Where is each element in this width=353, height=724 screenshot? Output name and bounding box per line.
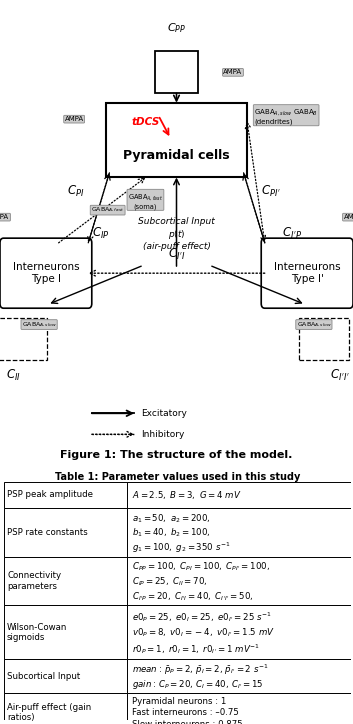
Bar	[4, 659, 127, 693]
Text: Interneurons
Type I': Interneurons Type I'	[274, 262, 340, 284]
Text: $e0_P = 25,\ e0_I = 25,\ e0_{I'} = 25\ s^{-1}$: $e0_P = 25,\ e0_I = 25,\ e0_{I'} = 25\ s…	[132, 610, 272, 624]
Text: PSP peak amplitude: PSP peak amplitude	[7, 490, 93, 500]
Text: Pyramidal cells: Pyramidal cells	[123, 148, 230, 161]
Text: $C_{PP}$: $C_{PP}$	[167, 21, 186, 35]
Text: $C_{I'P} = 20,\ C_{I'I} = 40,\ C_{I'I'} = 50,$: $C_{I'P} = 20,\ C_{I'I} = 40,\ C_{I'I'} …	[132, 590, 254, 603]
Text: AMPA: AMPA	[0, 214, 10, 220]
Text: Table 1: Parameter values used in this study: Table 1: Parameter values used in this s…	[55, 472, 300, 482]
Bar	[106, 103, 247, 177]
Bar	[127, 605, 351, 659]
Bar	[127, 482, 351, 508]
Text: GABA$_{A,slow}$: GABA$_{A,slow}$	[22, 321, 56, 329]
Text: $a_1 = 50,\ a_2 = 200,$: $a_1 = 50,\ a_2 = 200,$	[132, 512, 211, 525]
Text: AMPA: AMPA	[343, 214, 353, 220]
Text: tDCS: tDCS	[131, 117, 160, 127]
Text: $C_{I'I}$: $C_{I'I}$	[168, 246, 185, 261]
Text: Subcortical Input
$p(t)$
(air-puff effect): Subcortical Input $p(t)$ (air-puff effec…	[138, 217, 215, 251]
Text: GABA$_{A,slow}$: GABA$_{A,slow}$	[297, 321, 331, 329]
Text: Excitatory: Excitatory	[141, 409, 187, 418]
Text: Wilson-Cowan
sigmoids: Wilson-Cowan sigmoids	[7, 623, 67, 642]
Text: Figure 1: The structure of the model.: Figure 1: The structure of the model.	[60, 450, 293, 460]
Bar	[127, 693, 351, 724]
Text: $g_1 = 100,\ g_2 = 350\ s^{-1}$: $g_1 = 100,\ g_2 = 350\ s^{-1}$	[132, 541, 231, 555]
Bar	[127, 557, 351, 605]
Text: $C_{IP} = 25,\ C_{II} = 70,$: $C_{IP} = 25,\ C_{II} = 70,$	[132, 576, 208, 588]
Text: PSP rate constants: PSP rate constants	[7, 528, 88, 537]
Bar	[4, 557, 127, 605]
Bar	[4, 482, 127, 508]
Text: Subcortical Input: Subcortical Input	[7, 672, 80, 681]
FancyBboxPatch shape	[0, 238, 92, 308]
Text: $C_{PI}$: $C_{PI}$	[67, 184, 85, 199]
Text: Pyramidal neurons : 1: Pyramidal neurons : 1	[132, 696, 227, 706]
Text: $mean:\,\bar{p}_P = 2,\,\bar{p}_I = 2,\,\bar{p}_{I'} = 2\ s^{-1}$: $mean:\,\bar{p}_P = 2,\,\bar{p}_I = 2,\,…	[132, 662, 269, 677]
Text: $C_{IP}$: $C_{IP}$	[92, 226, 109, 241]
Text: $v0_P = 8,\ v0_I = -4,\ v0_{I'} = 1.5\ mV$: $v0_P = 8,\ v0_I = -4,\ v0_{I'} = 1.5\ m…	[132, 627, 275, 639]
Text: GABA$_{A,slow}$ GABA$_B$
(dendrites): GABA$_{A,slow}$ GABA$_B$ (dendrites)	[254, 107, 318, 125]
Text: Air-puff effect (gain
ratios): Air-puff effect (gain ratios)	[7, 702, 91, 722]
Text: AMPA: AMPA	[65, 116, 84, 122]
Bar	[4, 693, 127, 724]
Text: $A = 2.5,\ B = 3,\ G = 4\ mV$: $A = 2.5,\ B = 3,\ G = 4\ mV$	[132, 489, 242, 501]
Text: Interneurons
Type I: Interneurons Type I	[13, 262, 79, 284]
Bar	[127, 659, 351, 693]
Text: $r0_P = 1,\ r0_I = 1,\ r0_{I'} = 1\ mV^{-1}$: $r0_P = 1,\ r0_I = 1,\ r0_{I'} = 1\ mV^{…	[132, 642, 260, 657]
Text: Fast interneurons : –0.75: Fast interneurons : –0.75	[132, 708, 239, 717]
Bar	[4, 605, 127, 659]
Text: $b_1 = 40,\ b_2 = 100,$: $b_1 = 40,\ b_2 = 100,$	[132, 527, 211, 539]
Bar	[0, 318, 47, 360]
Text: $C_{I'P}$: $C_{I'P}$	[282, 226, 303, 241]
Bar	[299, 318, 349, 360]
Text: GABA$_{A,fast}$: GABA$_{A,fast}$	[91, 206, 124, 214]
Bar	[155, 51, 198, 93]
Text: $C_{II}$: $C_{II}$	[6, 369, 21, 384]
Bar	[4, 508, 127, 557]
Text: $C_{I'I'}$: $C_{I'I'}$	[329, 369, 349, 384]
Text: Slow interneurons : 0.875: Slow interneurons : 0.875	[132, 720, 243, 724]
FancyBboxPatch shape	[261, 238, 353, 308]
Text: $gain:\,C_P = 20,\,C_I = 40,\,C_{I'} = 15$: $gain:\,C_P = 20,\,C_I = 40,\,C_{I'} = 1…	[132, 678, 264, 691]
Text: $C_{PI'}$: $C_{PI'}$	[261, 184, 281, 199]
Bar	[127, 508, 351, 557]
Text: Connectivity
parameters: Connectivity parameters	[7, 571, 61, 591]
Text: $C_{PP} = 100,\ C_{PI} = 100,\ C_{PI'} = 100,$: $C_{PP} = 100,\ C_{PI} = 100,\ C_{PI'} =…	[132, 561, 270, 573]
Text: GABA$_{A,fast}$
(soma): GABA$_{A,fast}$ (soma)	[128, 192, 163, 209]
Text: Inhibitory: Inhibitory	[141, 430, 185, 439]
Text: AMPA: AMPA	[223, 70, 243, 75]
